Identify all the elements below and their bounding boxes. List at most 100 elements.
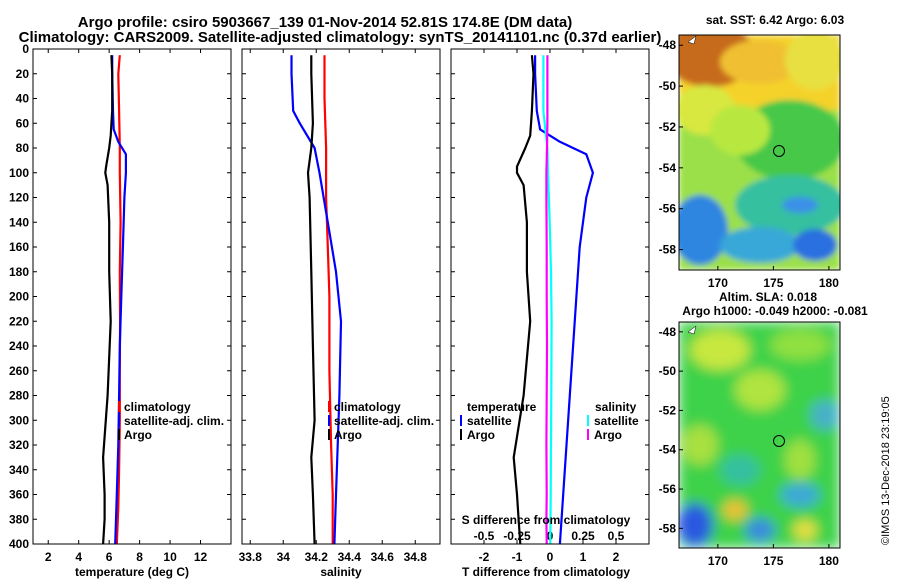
sst-map-land-icon xyxy=(687,35,697,45)
temperature-panel: 0 20 40 60 80 100 120 140 160 180 200 220 240 260 280 3… xyxy=(9,42,232,579)
sst-map-frame xyxy=(678,34,841,271)
temperature-series-climatology xyxy=(115,55,122,544)
sst-map-argo-marker xyxy=(773,145,785,157)
temperature-legend-climatology: climatology xyxy=(124,400,191,414)
salinity-series xyxy=(290,55,343,544)
salinity-ticks: 33.8 34 34.2 34.4 34.6 34.8 xyxy=(239,48,440,564)
temperature-xtick-label: 10 xyxy=(163,550,177,564)
sla-map-argo-marker xyxy=(773,435,785,447)
imos-credit: ©IMOS 13-Dec-2018 23:19:05 xyxy=(880,396,892,545)
salinity-xtick-label: 34.8 xyxy=(404,550,428,564)
salinity-series-satellite-adj-clim- xyxy=(290,55,343,544)
sst-map-ytick-label: -48 xyxy=(659,38,677,52)
depth-tick-label: 300 xyxy=(9,413,29,427)
salinity-panel: 33.8 34 34.2 34.4 34.6 34.8 salinity climatol… xyxy=(239,48,441,579)
difference-s-xlabel: S difference from climatology xyxy=(462,513,631,527)
difference-xtick-label: 1 xyxy=(580,550,587,564)
salinity-legend-satellite: satellite-adj. clim. xyxy=(334,414,434,428)
sla-map-ytick-label: -48 xyxy=(659,325,677,339)
sla-map-xtick-label: 175 xyxy=(763,554,783,568)
difference-series-salinity-argo xyxy=(545,55,549,544)
sla-map-xtick-label: 180 xyxy=(819,554,839,568)
difference-s-tick-label: -0.5 xyxy=(474,529,495,543)
sst-map-ytick-label: -52 xyxy=(659,120,677,134)
difference-plot-frame xyxy=(450,48,650,545)
salinity-legend-climatology: climatology xyxy=(334,400,401,414)
depth-tick-label: 140 xyxy=(9,215,29,229)
difference-s-tick-label: 0.5 xyxy=(608,529,625,543)
salinity-xtick-label: 34.6 xyxy=(371,550,395,564)
sla-map-xtick-label: 170 xyxy=(708,554,728,568)
difference-series-temperature-argo xyxy=(512,55,535,544)
depth-tick-label: 60 xyxy=(16,116,30,130)
difference-xlabel: T difference from climatology xyxy=(462,565,630,579)
difference-series-salinity-satellite xyxy=(542,55,553,544)
sla-map-land-icon xyxy=(687,325,697,335)
salinity-series-climatology xyxy=(323,55,334,544)
temperature-legend: climatology satellite-adj. clim. Argo xyxy=(118,400,224,442)
sst-map-xtick-label: 180 xyxy=(819,276,839,290)
sst-map-xtick-label: 170 xyxy=(708,276,728,290)
depth-tick-label: 380 xyxy=(9,512,29,526)
depth-tick-label: 260 xyxy=(9,364,29,378)
sla-map-ytick-label: -54 xyxy=(659,443,677,457)
depth-tick-label: 320 xyxy=(9,438,29,452)
depth-tick-label: 400 xyxy=(9,537,29,551)
sst-map-title: sat. SST: 6.42 Argo: 6.03 xyxy=(706,13,845,27)
sla-map-ytick-label: -50 xyxy=(659,364,677,378)
difference-xtick-label: 2 xyxy=(613,550,620,564)
difference-panel: -2 -1 0 1 2-0.5 -0.25 0 0.25 0.5 T difference fr… xyxy=(450,48,650,579)
depth-tick-label: 200 xyxy=(9,290,29,304)
temperature-xtick-label: 4 xyxy=(75,550,82,564)
salinity-plot-frame xyxy=(241,48,441,545)
salinity-legend-argo: Argo xyxy=(334,428,362,442)
temperature-legend-satellite: satellite-adj. clim. xyxy=(124,414,224,428)
salinity-legend: climatology satellite-adj. clim. Argo xyxy=(328,400,434,442)
sla-map-ticks: 170 175 180 -48 -50 -52 -54 -56 -58 xyxy=(659,325,840,568)
sst-map-ytick-label: -56 xyxy=(659,202,677,216)
sst-map-xtick-label: 175 xyxy=(763,276,783,290)
salinity-xtick-label: 34 xyxy=(277,550,291,564)
difference-series-temperature-satellite xyxy=(533,55,595,544)
temperature-legend-argo: Argo xyxy=(124,428,152,442)
figure-title-line1: Argo profile: csiro 5903667_139 01-Nov-2… xyxy=(78,14,572,31)
temperature-xtick-label: 2 xyxy=(45,550,52,564)
temperature-series-satellite-adj-clim- xyxy=(111,55,128,544)
figure-title-line2: Climatology: CARS2009. Satellite-adjuste… xyxy=(19,29,662,46)
sla-map-subtitle: Argo h1000: -0.049 h2000: -0.081 xyxy=(682,304,868,318)
temperature-xlabel: temperature (deg C) xyxy=(75,565,189,579)
difference-s-tick-label: 0.25 xyxy=(571,529,595,543)
difference-legend-temp-satellite: satellite xyxy=(467,414,512,428)
depth-tick-label: 20 xyxy=(16,67,30,81)
difference-legend-salinity-header: salinity xyxy=(595,400,637,414)
sst-map-panel: sat. SST: 6.42 Argo: 6.03 170 175 180 xyxy=(659,13,845,290)
difference-legend-temperature-header: temperature xyxy=(467,400,537,414)
sla-map-title: Altim. SLA: 0.018 xyxy=(719,290,817,304)
depth-tick-label: 180 xyxy=(9,265,29,279)
difference-s-tick-label: -0.25 xyxy=(503,529,531,543)
depth-tick-label: 120 xyxy=(9,191,29,205)
salinity-series-argo xyxy=(306,55,316,544)
sst-map-ticks: 170 175 180 -48 -50 -52 -54 -56 -58 xyxy=(659,38,840,290)
difference-xtick-label: 0 xyxy=(547,550,554,564)
difference-series xyxy=(512,55,595,544)
depth-tick-label: 80 xyxy=(16,141,30,155)
salinity-xtick-label: 33.8 xyxy=(239,550,263,564)
temperature-ticks: 0 20 40 60 80 100 120 140 160 180 200 220 240 260 280 3… xyxy=(9,42,231,564)
salinity-plot-area xyxy=(242,49,440,544)
sla-map-frame xyxy=(678,321,841,549)
temperature-xtick-label: 6 xyxy=(106,550,113,564)
temperature-series xyxy=(101,55,128,544)
depth-tick-label: 160 xyxy=(9,240,29,254)
temperature-plot-frame xyxy=(32,48,232,545)
depth-tick-label: 340 xyxy=(9,463,29,477)
difference-ticks: -2 -1 0 1 2-0.5 -0.25 0 0.25 0.5 xyxy=(451,48,649,564)
sst-map-ytick-label: -50 xyxy=(659,79,677,93)
sst-map-ytick-label: -54 xyxy=(659,161,677,175)
depth-tick-label: 240 xyxy=(9,339,29,353)
sst-map-ytick-label: -58 xyxy=(659,243,677,257)
temperature-series-argo xyxy=(101,55,114,544)
depth-tick-label: 40 xyxy=(16,92,30,106)
difference-xtick-label: -1 xyxy=(512,550,523,564)
